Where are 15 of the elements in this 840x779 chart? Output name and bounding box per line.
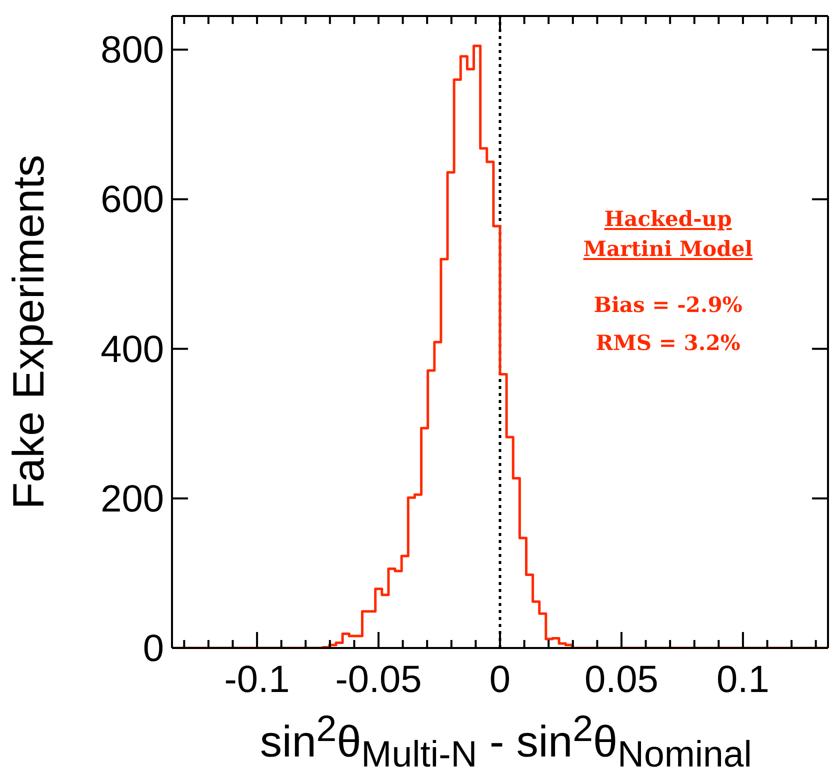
annotation: Bias = -2.9%	[592, 291, 744, 319]
x-tick-label: -0.05	[335, 659, 422, 701]
y-axis-title: Fake Experiments	[4, 154, 54, 510]
annotation: RMS = 3.2%	[594, 329, 742, 357]
annotation: Hacked-up Martini Model	[582, 205, 754, 263]
x-tick-label: 0.05	[584, 659, 658, 701]
y-tick-label: 0	[142, 628, 164, 670]
x-axis-title: sin$^{2}$θ$_{Multi-N}$ - sin$^{2}$θ$_{Nominal}$	[259, 708, 753, 776]
x-tick-label: -0.1	[224, 659, 290, 701]
y-tick-label: 600	[100, 179, 164, 222]
y-tick-label: 400	[100, 328, 164, 371]
x-tick-label: 0	[489, 659, 511, 701]
y-tick-label: 200	[100, 478, 164, 520]
x-tick-label: 0.1	[716, 659, 770, 701]
y-tick-label: 800	[100, 30, 164, 72]
